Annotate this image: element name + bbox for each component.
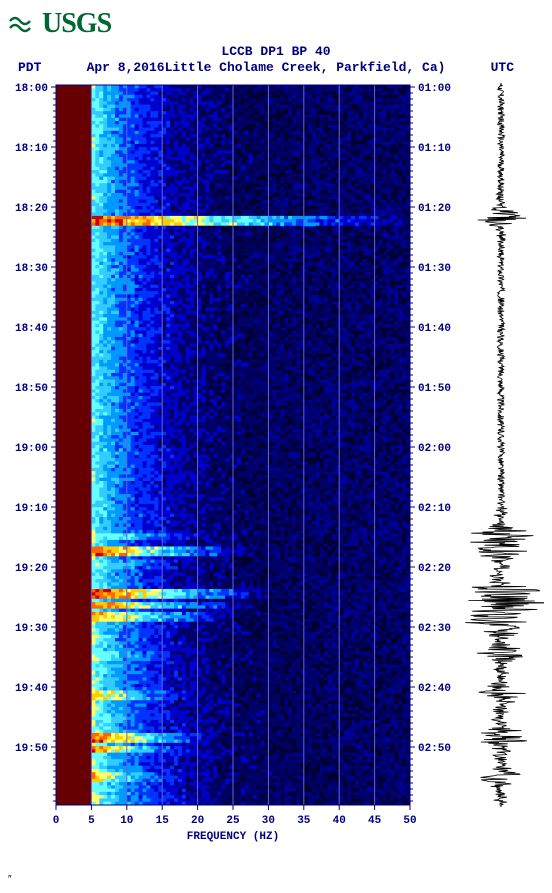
footer-mark: ″ bbox=[8, 874, 544, 885]
spectrogram-figure: 18:0018:1018:2018:3018:4018:5019:0019:10… bbox=[8, 81, 544, 861]
usgs-logo: USGS bbox=[8, 8, 544, 40]
chart-title: LCCB DP1 BP 40 bbox=[8, 44, 544, 60]
chart-location: Little Cholame Creek, Parkfield, Ca) bbox=[165, 60, 446, 75]
usgs-logo-text: USGS bbox=[42, 8, 111, 40]
chart-date: Apr 8,2016 bbox=[87, 60, 165, 75]
plot-area: 18:0018:1018:2018:3018:4018:5019:0019:10… bbox=[8, 81, 544, 866]
left-timezone: PDT bbox=[18, 60, 41, 76]
usgs-wave-icon bbox=[8, 13, 36, 35]
right-timezone: UTC bbox=[491, 60, 514, 76]
chart-header: LCCB DP1 BP 40 PDT Apr 8,2016Little Chol… bbox=[8, 44, 544, 75]
